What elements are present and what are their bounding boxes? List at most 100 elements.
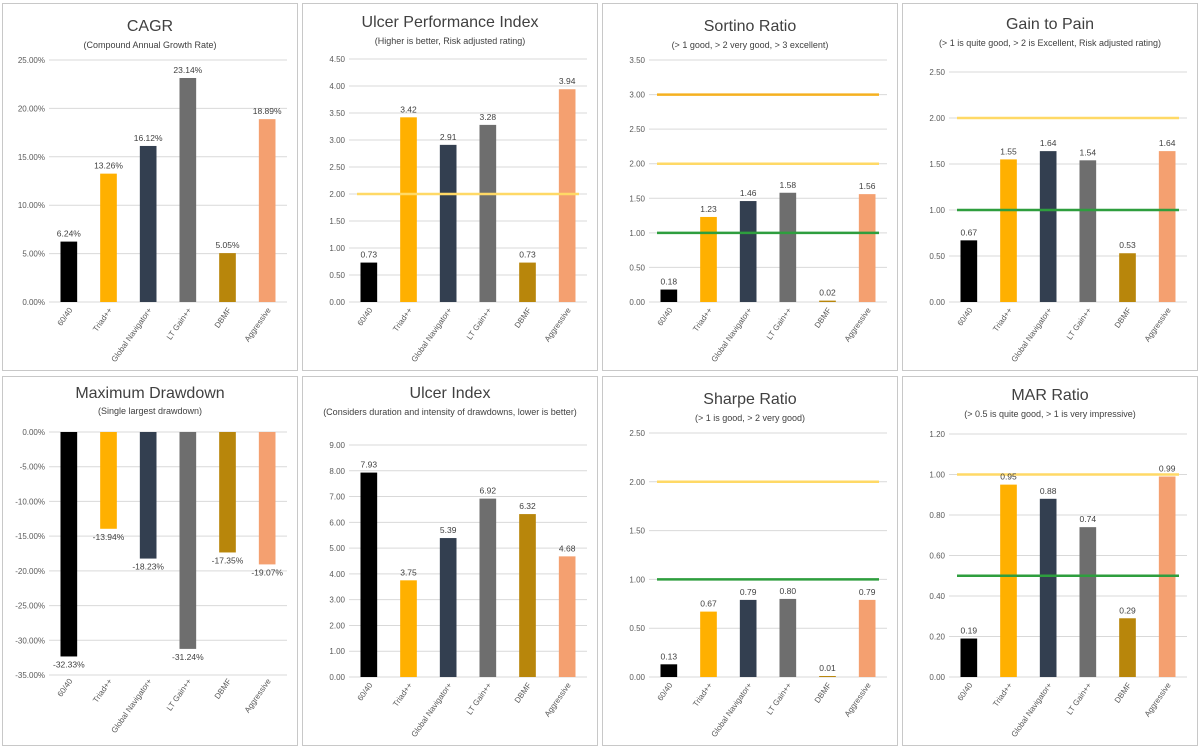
category-label: LT Gain++ (1065, 306, 1094, 342)
data-label: 0.73 (361, 250, 378, 260)
y-tick-label: -5.00% (20, 463, 45, 472)
y-tick-label: 2.50 (329, 163, 345, 172)
chart-title: Ulcer Index (409, 385, 491, 402)
bar (1079, 527, 1097, 677)
bar (1039, 498, 1057, 677)
category-label: 60/40 (56, 306, 75, 328)
y-tick-label: 4.00 (329, 82, 345, 91)
category-label: LT Gain++ (465, 306, 494, 342)
category-label: Triad++ (391, 306, 414, 334)
y-tick-label: 1.00 (329, 244, 345, 253)
category-label: LT Gain++ (465, 681, 494, 717)
y-tick-label: 0.60 (929, 552, 945, 561)
chart-panel-gain-to-pain: Gain to Pain (> 1 is quite good, > 2 is … (902, 3, 1198, 371)
category-label: 60/40 (956, 306, 975, 328)
bar (258, 432, 276, 565)
data-label: -18.23% (132, 562, 164, 572)
bar (219, 253, 236, 302)
category-label: Triad++ (991, 681, 1014, 709)
chart-title: Sharpe Ratio (703, 391, 797, 408)
y-tick-label: 2.50 (629, 125, 645, 134)
y-tick-label: 2.50 (929, 68, 945, 77)
category-label: DBMF (1113, 681, 1133, 705)
data-label: 1.55 (1000, 146, 1017, 156)
category-label: Aggressive (1143, 306, 1173, 344)
y-tick-label: -35.00% (15, 671, 45, 680)
data-label: 6.24% (57, 229, 82, 239)
data-label: 0.67 (700, 599, 717, 609)
chart-panel-sortino-ratio: Sortino Ratio (> 1 good, > 2 very good, … (602, 3, 898, 371)
bar (360, 262, 378, 302)
chart-panel-sharpe-ratio: Sharpe Ratio (> 1 is good, > 2 very good… (602, 376, 898, 746)
chart-title: Ulcer Performance Index (361, 14, 539, 31)
bar (819, 676, 836, 677)
bar (400, 117, 417, 302)
category-label: Triad++ (991, 306, 1014, 334)
category-label: Triad++ (691, 306, 714, 334)
category-label: Global Navigator+ (410, 306, 454, 364)
category-label: LT Gain++ (165, 677, 194, 713)
bar (660, 289, 678, 302)
data-label: 0.88 (1040, 486, 1057, 496)
y-tick-label: -25.00% (15, 602, 45, 611)
data-label: 0.19 (961, 626, 978, 636)
chart-title: MAR Ratio (1011, 387, 1089, 404)
category-label: LT Gain++ (765, 306, 794, 342)
data-label: 1.64 (1040, 138, 1057, 148)
bar (1119, 253, 1136, 302)
chart-plot: 0.00 0.50 1.00 1.50 2.00 2.50 0.67 1.55 1.64 1.54… (929, 68, 1187, 364)
category-label: DBMF (813, 306, 833, 330)
y-tick-label: 1.50 (629, 527, 645, 536)
y-tick-label: 0.00 (929, 298, 945, 307)
y-tick-label: 2.50 (629, 429, 645, 438)
bar (1079, 160, 1097, 302)
y-tick-label: 0.50 (929, 252, 945, 261)
bar (1158, 151, 1176, 302)
bar (960, 240, 978, 302)
data-label: 4.68 (559, 543, 576, 553)
y-tick-label: 10.00% (18, 201, 45, 210)
chart-panel-cagr: CAGR (Compound Annual Growth Rate) 0.00%… (2, 3, 298, 371)
y-tick-label: 1.00 (629, 575, 645, 584)
category-label: 60/40 (656, 681, 675, 703)
category-label: Global Navigator+ (710, 681, 754, 739)
category-label: 60/40 (56, 677, 75, 699)
bar (60, 432, 78, 657)
data-label: -13.94% (93, 532, 125, 542)
y-tick-label: 1.20 (929, 430, 945, 439)
data-label: 6.32 (519, 501, 536, 511)
y-tick-label: 5.00 (329, 544, 345, 553)
data-label: 1.56 (859, 181, 876, 191)
y-tick-label: -15.00% (15, 532, 45, 541)
data-label: 3.42 (400, 104, 417, 114)
bar (219, 432, 236, 553)
y-tick-label: 4.50 (329, 55, 345, 64)
data-label: -31.24% (172, 652, 204, 662)
bar (819, 300, 836, 302)
chart-plot: 0.00 0.50 1.00 1.50 2.00 2.50 3.00 3.50 0.18 1.23… (629, 56, 887, 364)
bar (439, 538, 457, 677)
bar (1000, 484, 1017, 677)
y-tick-label: -10.00% (15, 497, 45, 506)
y-tick-label: 2.00 (929, 114, 945, 123)
y-tick-label: 8.00 (329, 467, 345, 476)
data-label: 18.89% (253, 106, 282, 116)
category-label: Global Navigator+ (1010, 306, 1054, 364)
category-label: 60/40 (356, 681, 375, 703)
bar (700, 611, 717, 677)
bar (519, 262, 536, 302)
bar (960, 638, 978, 677)
category-label: Global Navigator+ (110, 306, 154, 364)
category-label: Triad++ (691, 681, 714, 709)
bar (779, 598, 797, 677)
y-tick-label: 1.00 (929, 471, 945, 480)
chart-title: Sortino Ratio (703, 18, 797, 35)
category-label: 60/40 (956, 681, 975, 703)
data-label: 23.14% (173, 65, 202, 75)
bar (779, 192, 797, 302)
chart-title: Gain to Pain (1005, 16, 1095, 33)
data-label: 5.05% (215, 240, 240, 250)
chart-panel-ulcer-index: Ulcer Index (Considers duration and inte… (302, 376, 598, 746)
category-label: Aggressive (1143, 681, 1173, 719)
data-label: 1.23 (700, 204, 717, 214)
